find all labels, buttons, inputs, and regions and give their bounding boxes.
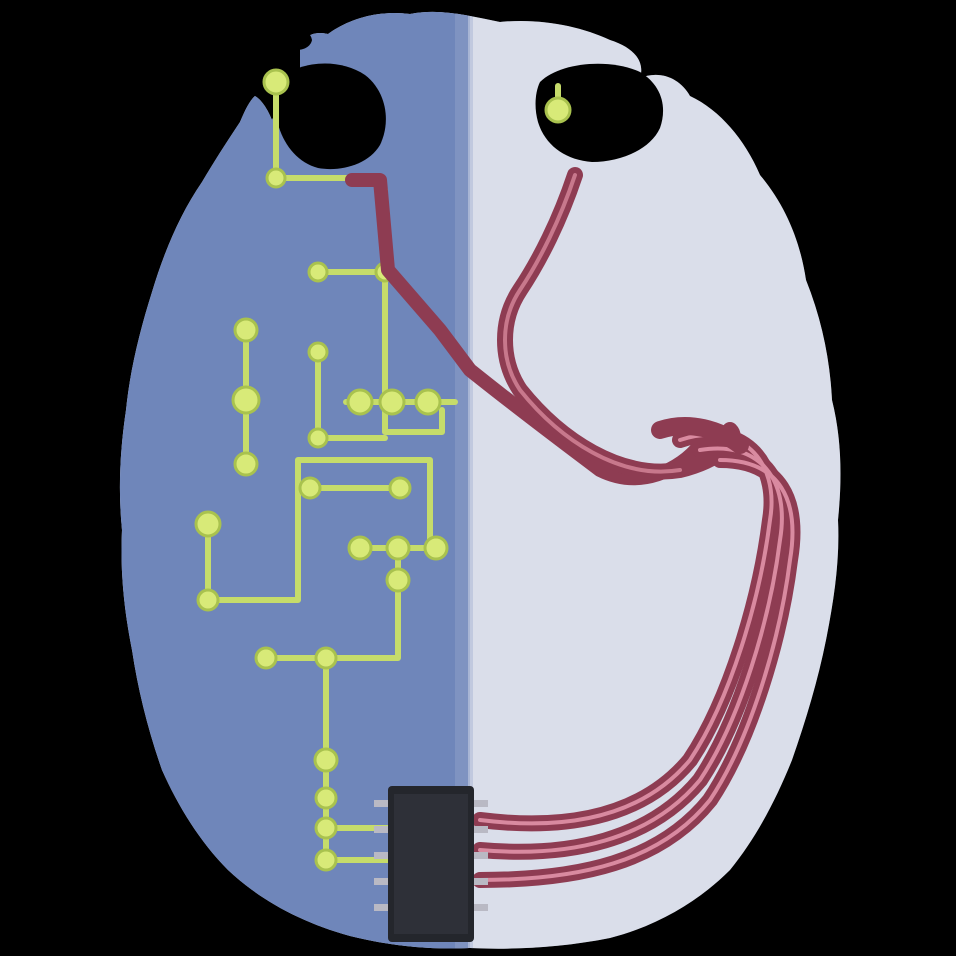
microchip-icon	[374, 786, 488, 942]
wire-bundle-icon	[345, 167, 801, 888]
right-hemisphere	[470, 11, 841, 949]
top-hole-left	[274, 63, 386, 170]
top-hole-right	[535, 63, 664, 162]
circuit-nodes	[194, 68, 572, 872]
